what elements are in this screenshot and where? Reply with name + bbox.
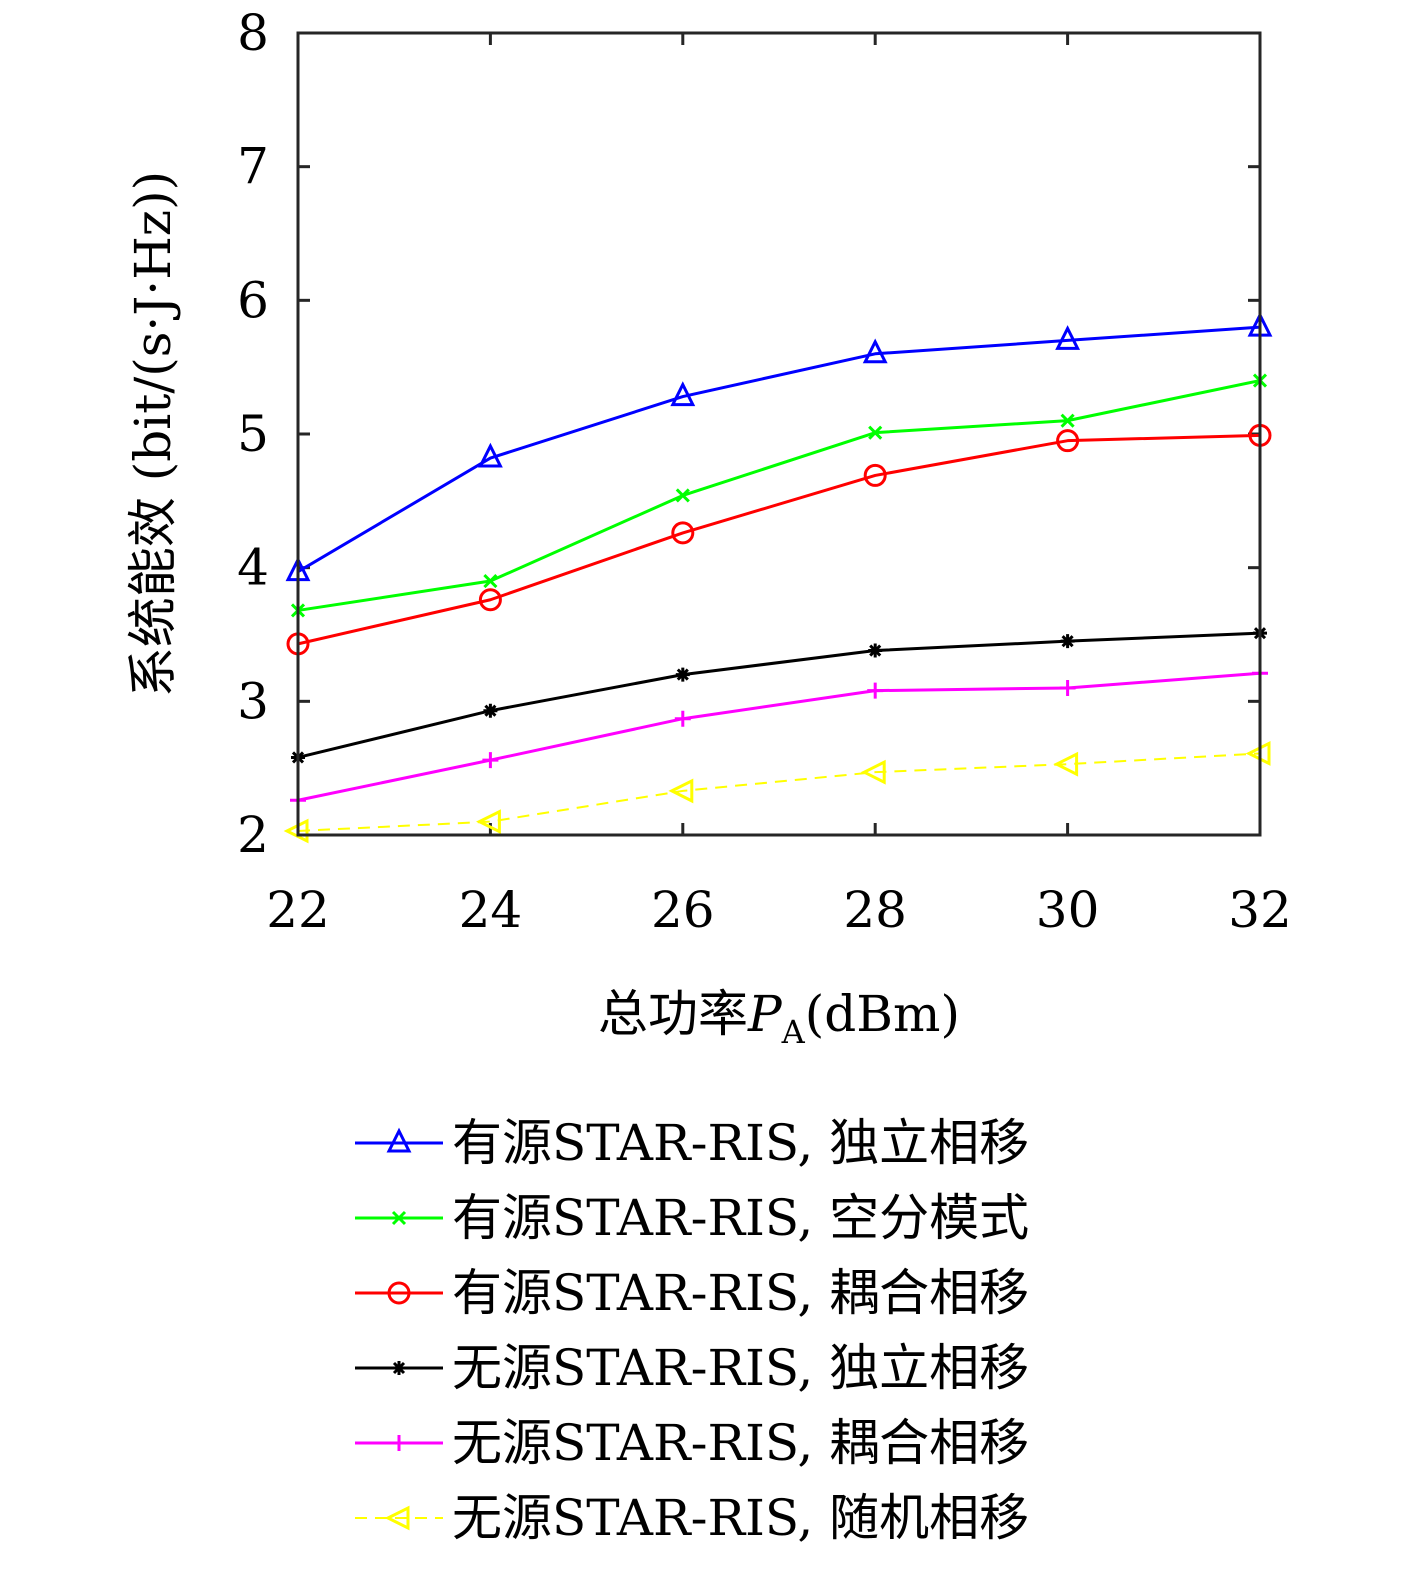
y-tick-label: 6: [237, 271, 269, 329]
legend-label: 有源STAR-RIS, 耦合相移: [452, 1264, 1029, 1322]
data-point: [868, 425, 883, 440]
legend-item: 无源STAR-RIS, 随机相移: [355, 1489, 1029, 1547]
data-point: [867, 682, 884, 699]
x-tick-label: 24: [459, 881, 523, 939]
data-point: [1060, 413, 1075, 428]
legend-marker: [386, 1127, 412, 1153]
series-line: [297, 752, 1261, 832]
x-axis-ticks: 22 24 26 28 30 32: [266, 33, 1292, 939]
data-point: [482, 752, 499, 769]
data-point: [483, 703, 498, 718]
x-tick-label: 28: [843, 881, 907, 939]
plot-background: [298, 33, 1260, 835]
legend-marker: [391, 1435, 407, 1451]
y-tick-label: 2: [237, 806, 269, 864]
plot-frame: [296, 31, 1262, 837]
data-point: [860, 759, 886, 785]
x-axis-label-var: P: [747, 985, 783, 1043]
x-tick-label: 30: [1036, 881, 1100, 939]
y-tick-label: 3: [237, 672, 269, 730]
x-axis-label: 总功率PA(dBm): [598, 985, 960, 1051]
y-tick-label: 5: [237, 405, 269, 463]
legend-marker: [392, 1361, 406, 1375]
data-point: [675, 488, 690, 503]
data-point: [478, 588, 502, 612]
y-axis-label: 系统能效 (bit/(s·J·Hz)): [124, 171, 182, 697]
x-axis-label-sub: A: [781, 1013, 806, 1051]
data-point: [670, 381, 696, 407]
y-tick-label: 7: [237, 138, 269, 196]
data-point: [1055, 325, 1081, 350]
data-point: [476, 809, 501, 835]
data-point: [1053, 751, 1079, 777]
data-point: [1056, 429, 1080, 453]
series-layer: [283, 311, 1273, 844]
legend-marker: [391, 1210, 407, 1226]
data-point: [483, 573, 498, 589]
legend-label: 无源STAR-RIS, 独立相移: [452, 1339, 1029, 1397]
legend-label: 无源STAR-RIS, 耦合相移: [452, 1414, 1029, 1472]
x-tick-label: 22: [266, 881, 330, 939]
x-tick-label: 32: [1228, 881, 1292, 939]
series-line: [297, 379, 1261, 612]
legend-item: 有源STAR-RIS, 耦合相移: [355, 1264, 1029, 1322]
x-tick-label: 26: [651, 881, 715, 939]
series-line: [297, 433, 1261, 646]
legend-marker: [387, 1281, 411, 1305]
legend-label: 无源STAR-RIS, 随机相移: [452, 1489, 1029, 1547]
data-point: [868, 643, 883, 658]
data-point: [674, 710, 691, 727]
legend-label: 有源STAR-RIS, 独立相移: [452, 1114, 1029, 1172]
legend-item: 有源STAR-RIS, 空分模式: [355, 1189, 1029, 1247]
data-point: [1060, 634, 1075, 649]
data-point: [863, 463, 887, 487]
data-point: [862, 338, 888, 364]
legend-item: 无源STAR-RIS, 耦合相移: [355, 1414, 1029, 1472]
data-point: [675, 667, 690, 682]
y-axis-ticks: 2 3 4 5 6 7 8: [237, 4, 1260, 864]
x-axis-label-unit: (dBm): [805, 985, 960, 1043]
data-point: [668, 778, 694, 804]
y-tick-label: 8: [237, 4, 269, 62]
series-line: [297, 631, 1261, 759]
y-tick-label: 4: [237, 539, 269, 597]
legend-item: 无源STAR-RIS, 独立相移: [355, 1339, 1029, 1397]
data-point: [1059, 679, 1076, 696]
series-line: [297, 325, 1261, 573]
legend-item: 有源STAR-RIS, 独立相移: [355, 1114, 1029, 1172]
series-line: [297, 671, 1261, 802]
legend-marker: [384, 1505, 410, 1531]
data-point: [671, 521, 695, 545]
x-axis-label-prefix: 总功率: [598, 985, 748, 1043]
legend-label: 有源STAR-RIS, 空分模式: [452, 1189, 1029, 1247]
data-point: [477, 442, 503, 468]
series-1: [285, 311, 1273, 582]
